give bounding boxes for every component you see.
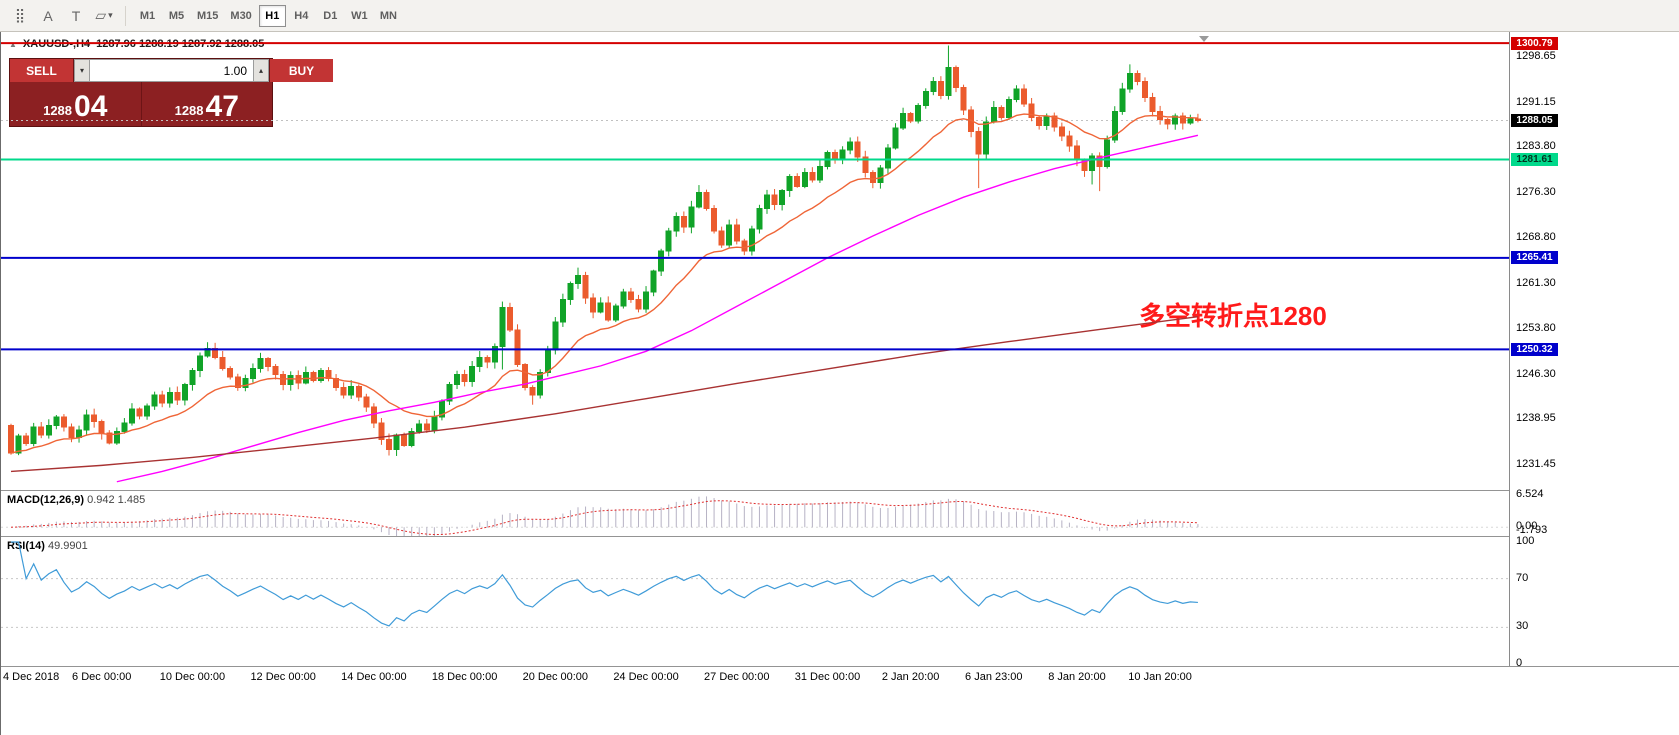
time-axis-label: 6 Jan 23:00	[965, 671, 1023, 683]
y-axis-tick: 1283.80	[1516, 140, 1556, 153]
macd-histogram	[18, 496, 1199, 537]
time-axis-label: 10 Dec 00:00	[159, 671, 226, 683]
price-scale[interactable]: 1298.65 1291.15 1283.80 1276.30 1268.80 1261.…	[1509, 32, 1679, 669]
shapes-icon[interactable]: ▱ ▾	[95, 7, 113, 23]
chart-shift-marker	[1199, 36, 1209, 42]
time-axis-label: 8 Jan 20:00	[1048, 671, 1106, 683]
y-axis-tick: 1261.30	[1516, 276, 1556, 289]
y-axis-tick: 1291.15	[1516, 95, 1556, 108]
time-axis-label: 31 Dec 00:00	[794, 671, 861, 683]
timeframe-d1[interactable]: D1	[323, 9, 338, 22]
time-axis-label: 12 Dec 00:00	[250, 671, 316, 683]
timeframe-m15[interactable]: M15	[197, 9, 219, 22]
timeframe-w1[interactable]: W1	[351, 9, 368, 22]
macd-axis-tick: 0.00	[1516, 520, 1538, 533]
time-axis-label: 2 Jan 20:00	[881, 671, 940, 683]
rsi-axis-tick: 70	[1516, 571, 1529, 584]
time-axis[interactable]: 4 Dec 2018 6 Dec 00:00 10 Dec 00:00 12 Dec …	[1, 666, 1679, 688]
ma-mid-line	[116, 134, 1199, 483]
buy-price[interactable]: 1288 47	[142, 82, 273, 126]
ma-fast-line	[10, 113, 1198, 454]
rsi-pane[interactable]: RSI(14) 49.9901	[1, 536, 1679, 666]
time-axis-label: 20 Dec 00:00	[522, 671, 589, 683]
timeframe-m1[interactable]: M1	[139, 9, 156, 22]
y-axis-tick: 1276.30	[1516, 185, 1556, 198]
sell-button[interactable]: SELL	[10, 59, 74, 82]
buy-price-pips: 47	[205, 90, 239, 123]
price-tag[interactable]: 1300.79	[1511, 36, 1558, 50]
macd-label: MACD(12,26,9) 0.942 1.485	[7, 494, 146, 506]
sell-price[interactable]: 1288 04	[10, 82, 142, 126]
toolbar-separator	[125, 5, 126, 26]
candlestick-chart	[1, 42, 1509, 483]
rsi-axis-tick: 100	[1516, 535, 1535, 547]
rsi-axis-tick: 30	[1516, 620, 1529, 633]
timeframe-mn[interactable]: MN	[379, 9, 397, 22]
text-label-icon[interactable]: A	[43, 7, 53, 24]
y-axis-tick: 1268.80	[1516, 231, 1556, 244]
timeframe-group: M1 M5 M15 M30 H1 H4 D1 W1 MN	[133, 4, 403, 27]
sell-price-main: 1288	[43, 103, 73, 118]
rsi-label: RSI(14) 49.9901	[7, 540, 88, 552]
macd-pane[interactable]: MACD(12,26,9) 0.942 1.485	[1, 490, 1679, 537]
rsi-line	[11, 541, 1198, 627]
y-axis-tick: 1246.30	[1516, 367, 1556, 380]
toolbar-icon-group: ⣿ A T ▱ ▾	[6, 4, 118, 28]
macd-chart	[1, 496, 1509, 537]
dropdown-arrow-icon: ▾	[108, 10, 113, 20]
buy-button[interactable]: BUY	[269, 59, 333, 82]
ma-slow-line	[10, 316, 1199, 473]
time-axis-label: 27 Dec 00:00	[704, 671, 770, 683]
time-axis-label: 4 Dec 2018	[3, 671, 60, 683]
time-axis-label: 6 Dec 00:00	[72, 671, 132, 683]
timeframe-m30[interactable]: M30	[230, 9, 252, 22]
time-axis-label: 14 Dec 00:00	[341, 671, 407, 683]
price-tag[interactable]: 1288.05	[1511, 113, 1558, 127]
text-box-icon[interactable]: T	[71, 7, 81, 24]
volume-input[interactable]	[90, 59, 253, 82]
timeframe-m5[interactable]: M5	[168, 9, 185, 22]
candles	[8, 45, 1201, 456]
buy-price-main: 1288	[174, 103, 204, 118]
volume-spinner: ▾ ▴	[74, 59, 269, 82]
time-axis-label: 18 Dec 00:00	[431, 671, 498, 683]
time-axis-label: 24 Dec 00:00	[613, 671, 679, 683]
time-axis-label: 10 Jan 20:00	[1128, 671, 1192, 683]
one-click-trading-panel: SELL ▾ ▴ BUY 1288 04 1288 47	[9, 58, 333, 127]
macd-axis-tick: 6.524	[1516, 488, 1544, 501]
sell-price-pips: 04	[74, 90, 108, 123]
price-tag[interactable]: 1281.61	[1511, 153, 1558, 167]
timeframe-h1[interactable]: H1	[258, 4, 286, 27]
timeframe-h4[interactable]: H4	[294, 9, 309, 22]
y-axis-tick: 1238.95	[1516, 412, 1556, 425]
rsi-axis-tick: 0	[1516, 657, 1523, 669]
chart-window: ▲ XAUUSD-,H4 1287.96 1288.19 1287.92 128…	[0, 32, 1679, 735]
rsi-chart	[1, 541, 1509, 628]
price-tag[interactable]: 1265.41	[1511, 251, 1558, 265]
macd-axis-tick: -1.793	[1516, 524, 1548, 536]
volume-decrease-button[interactable]: ▾	[74, 59, 90, 82]
cursor-grid-icon[interactable]: ⣿	[14, 7, 26, 23]
toolbar: ⣿ A T ▱ ▾ M1 M5 M15 M30 H1 H4 D1 W1 MN	[0, 0, 1679, 32]
price-tag[interactable]: 1250.32	[1511, 342, 1558, 356]
price-pane[interactable]: ▲ XAUUSD-,H4 1287.96 1288.19 1287.92 128…	[1, 34, 1679, 488]
volume-increase-button[interactable]: ▴	[253, 59, 269, 82]
chart-annotation: 多空转折点1280	[1139, 301, 1327, 331]
macd-signal-line	[10, 500, 1198, 536]
y-axis-tick: 1231.45	[1516, 457, 1556, 470]
y-axis-tick: 1298.65	[1516, 50, 1556, 63]
y-axis-tick: 1253.80	[1516, 322, 1556, 335]
